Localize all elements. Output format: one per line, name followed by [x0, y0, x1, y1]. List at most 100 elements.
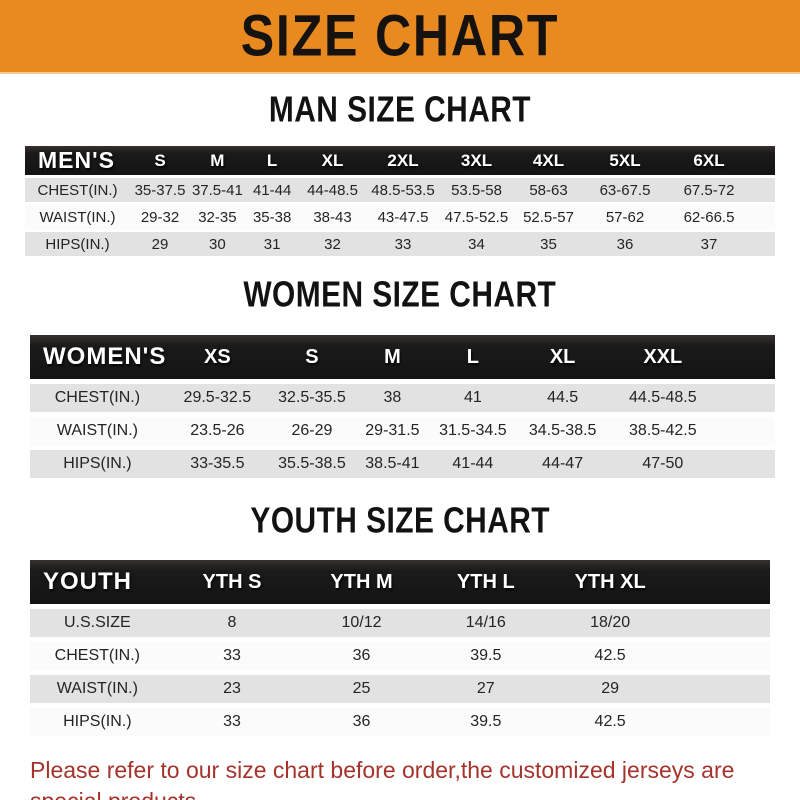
size-table-header-row: YOUTH YTH S YTH M YTH L YTH XL: [30, 560, 770, 604]
size-column-header: L: [430, 335, 515, 379]
size-value: 38: [354, 384, 431, 412]
size-value: 63-67.5: [584, 178, 666, 202]
table-row: HIPS(IN.) 29 30 31 32 33 34 35 36 37: [25, 232, 775, 256]
size-value: 39.5: [423, 708, 548, 736]
row-filler-cell: [715, 450, 775, 478]
size-value: 29: [547, 675, 673, 703]
row-filler-cell: [672, 609, 770, 637]
size-value: 35-38: [244, 205, 300, 229]
size-column-header: XXL: [610, 335, 716, 379]
size-column-header: YTH S: [164, 560, 300, 604]
row-filler-cell: [672, 642, 770, 670]
size-value: 34.5-38.5: [514, 417, 611, 445]
row-filler-cell: [672, 708, 770, 736]
size-value: 30: [190, 232, 245, 256]
table-row: CHEST(IN.) 33 36 39.5 42.5: [30, 642, 770, 670]
size-column-header: YTH M: [299, 560, 424, 604]
size-value: 42.5: [547, 642, 673, 670]
size-value: 41: [430, 384, 515, 412]
size-value: 58-63: [512, 178, 585, 202]
size-value: 38-43: [299, 205, 366, 229]
size-value: 52.5-57: [512, 205, 585, 229]
size-value: 8: [164, 609, 300, 637]
table-row: CHEST(IN.) 35-37.5 37.5-41 41-44 44-48.5 48.5…: [25, 178, 775, 202]
size-column-header: XL: [299, 146, 366, 175]
size-value: 33: [164, 642, 300, 670]
table-row: HIPS(IN.) 33 36 39.5 42.5: [30, 708, 770, 736]
size-value: 38.5-41: [354, 450, 431, 478]
youth-section-heading: YOUTH SIZE CHART: [0, 483, 800, 555]
row-filler-cell: [672, 675, 770, 703]
size-column-header: S: [130, 146, 190, 175]
table-group-label: WOMEN'S: [30, 335, 165, 379]
size-value: 32: [299, 232, 366, 256]
table-group-label: MEN'S: [25, 146, 130, 175]
man-section-heading: MAN SIZE CHART: [0, 74, 800, 143]
women-section-heading-text: WOMEN SIZE CHART: [243, 275, 557, 315]
table-group-label: YOUTH: [30, 560, 165, 604]
header-filler-cell: [752, 146, 775, 175]
women-section-heading: WOMEN SIZE CHART: [0, 259, 800, 330]
table-row: U.S.SIZE 8 10/12 14/16 18/20: [30, 609, 770, 637]
size-value: 36: [299, 642, 424, 670]
size-value: 14/16: [423, 609, 548, 637]
youth-size-table: YOUTH YTH S YTH M YTH L YTH XL U.S.SIZE 8 10/12…: [30, 555, 770, 741]
size-column-header: S: [269, 335, 355, 379]
row-label: CHEST(IN.): [25, 178, 130, 202]
size-value: 23: [164, 675, 300, 703]
size-value: 29-32: [130, 205, 190, 229]
table-row: WAIST(IN.) 23 25 27 29: [30, 675, 770, 703]
row-label: WAIST(IN.): [30, 675, 165, 703]
size-value: 10/12: [299, 609, 424, 637]
row-label: CHEST(IN.): [30, 384, 165, 412]
size-value: 18/20: [547, 609, 673, 637]
row-filler-cell: [752, 232, 775, 256]
row-filler-cell: [752, 205, 775, 229]
size-value: 38.5-42.5: [610, 417, 716, 445]
table-row: WAIST(IN.) 23.5-26 26-29 29-31.5 31.5-34.5 34…: [30, 417, 775, 445]
men-size-table: MEN'S S M L XL 2XL 3XL 4XL 5XL 6XL CHEST(IN.) 35-37…: [25, 143, 775, 259]
size-value: 32.5-35.5: [269, 384, 355, 412]
order-notice-line1: Please refer to our size chart before or…: [30, 757, 735, 800]
size-column-header: XL: [514, 335, 611, 379]
size-column-header: L: [244, 146, 300, 175]
size-value: 29.5-32.5: [164, 384, 270, 412]
row-label: HIPS(IN.): [30, 450, 165, 478]
size-column-header: 3XL: [440, 146, 513, 175]
size-value: 39.5: [423, 642, 548, 670]
size-table-header-row: MEN'S S M L XL 2XL 3XL 4XL 5XL 6XL: [25, 146, 775, 175]
size-value: 25: [299, 675, 424, 703]
size-value: 41-44: [430, 450, 515, 478]
women-size-table: WOMEN'S XS S M L XL XXL CHEST(IN.) 29.5-32.5 32.5…: [30, 330, 775, 483]
header-filler-cell: [672, 560, 770, 604]
size-value: 35-37.5: [130, 178, 190, 202]
size-value: 47-50: [610, 450, 716, 478]
size-value: 44.5-48.5: [610, 384, 716, 412]
size-value: 27: [423, 675, 548, 703]
size-value: 42.5: [547, 708, 673, 736]
size-value: 36: [299, 708, 424, 736]
size-value: 26-29: [269, 417, 355, 445]
banner-title: SIZE CHART: [240, 3, 560, 69]
man-section-heading-text: MAN SIZE CHART: [268, 90, 532, 130]
size-column-header: M: [354, 335, 431, 379]
row-label: WAIST(IN.): [30, 417, 165, 445]
row-filler-cell: [715, 384, 775, 412]
row-label: HIPS(IN.): [25, 232, 130, 256]
size-value: 29: [130, 232, 190, 256]
size-value: 34: [440, 232, 513, 256]
row-label: U.S.SIZE: [30, 609, 165, 637]
table-row: CHEST(IN.) 29.5-32.5 32.5-35.5 38 41 44.5 44.5…: [30, 384, 775, 412]
size-value: 23.5-26: [164, 417, 270, 445]
size-value: 47.5-52.5: [440, 205, 513, 229]
order-notice: Please refer to our size chart before or…: [0, 755, 800, 800]
size-column-header: 6XL: [665, 146, 753, 175]
size-chart-banner: SIZE CHART: [0, 0, 800, 74]
size-column-header: 5XL: [584, 146, 666, 175]
size-value: 35.5-38.5: [269, 450, 355, 478]
size-value: 67.5-72: [665, 178, 753, 202]
size-value: 29-31.5: [354, 417, 431, 445]
row-label: WAIST(IN.): [25, 205, 130, 229]
size-value: 53.5-58: [440, 178, 513, 202]
size-value: 48.5-53.5: [365, 178, 441, 202]
